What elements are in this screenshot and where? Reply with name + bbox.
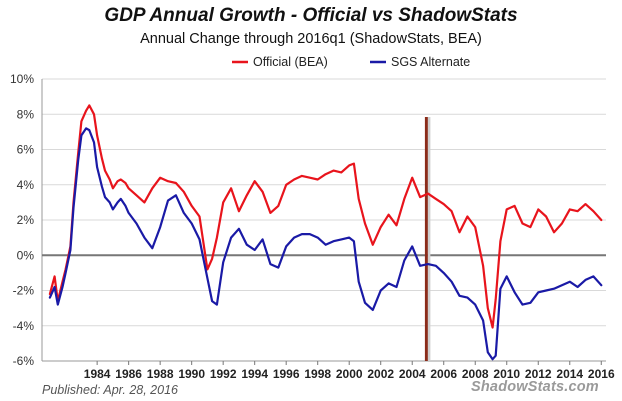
series-line-sgs-alternate xyxy=(48,127,603,361)
marker-group xyxy=(424,117,431,361)
x-tick-label: 2008 xyxy=(462,367,489,381)
x-tick-label: 1990 xyxy=(178,367,205,381)
y-tick-label: 8% xyxy=(17,107,35,121)
y-tick-label: -6% xyxy=(13,354,35,368)
y-tick-label: 0% xyxy=(17,248,35,262)
series-lines xyxy=(48,104,603,361)
y-tick-label: 10% xyxy=(10,72,34,86)
x-tick-label: 2012 xyxy=(525,367,552,381)
x-tick-label: 1984 xyxy=(84,367,111,381)
legend-label-sgs-alternate: SGS Alternate xyxy=(391,55,470,69)
grid-lines xyxy=(41,78,606,362)
y-tick-label: -2% xyxy=(13,284,35,298)
x-tick-label: 1992 xyxy=(210,367,237,381)
x-tick-label: 1998 xyxy=(304,367,331,381)
y-tick-label: 2% xyxy=(17,213,35,227)
published-date: Published: Apr. 28, 2016 xyxy=(42,383,178,397)
legend: Official (BEA) SGS Alternate xyxy=(232,55,470,69)
chart-subtitle: Annual Change through 2016q1 (ShadowStat… xyxy=(140,31,482,47)
x-tick-label: 1988 xyxy=(147,367,174,381)
series-line-official xyxy=(48,104,603,329)
chart-title: GDP Annual Growth - Official vs ShadowSt… xyxy=(104,5,518,26)
x-tick-label: 1996 xyxy=(273,367,300,381)
x-tick-label: 2016 xyxy=(588,367,615,381)
x-axis-ticks: 1984 1986 1988 1990 1992 1994 1996 1998 2000 2002… xyxy=(84,361,615,381)
x-tick-label: 2014 xyxy=(556,367,583,381)
x-tick-label: 2000 xyxy=(336,367,363,381)
x-tick-label: 2010 xyxy=(493,367,520,381)
vertical-marker-shadow xyxy=(427,117,431,361)
y-tick-label: 6% xyxy=(17,143,35,157)
y-tick-label: 4% xyxy=(17,178,35,192)
watermark-logo: ShadowStats.com xyxy=(471,379,599,395)
y-axis-ticks: -6% -4% -2% 0% 2% 4% 6% 8% 10% xyxy=(10,72,34,368)
y-tick-label: -4% xyxy=(13,319,35,333)
x-tick-label: 2004 xyxy=(399,367,426,381)
x-tick-label: 1986 xyxy=(115,367,142,381)
legend-label-official: Official (BEA) xyxy=(253,55,328,69)
vertical-marker-line xyxy=(424,117,428,361)
x-tick-label: 1994 xyxy=(241,367,268,381)
x-tick-label: 2002 xyxy=(367,367,394,381)
x-tick-label: 2006 xyxy=(430,367,457,381)
